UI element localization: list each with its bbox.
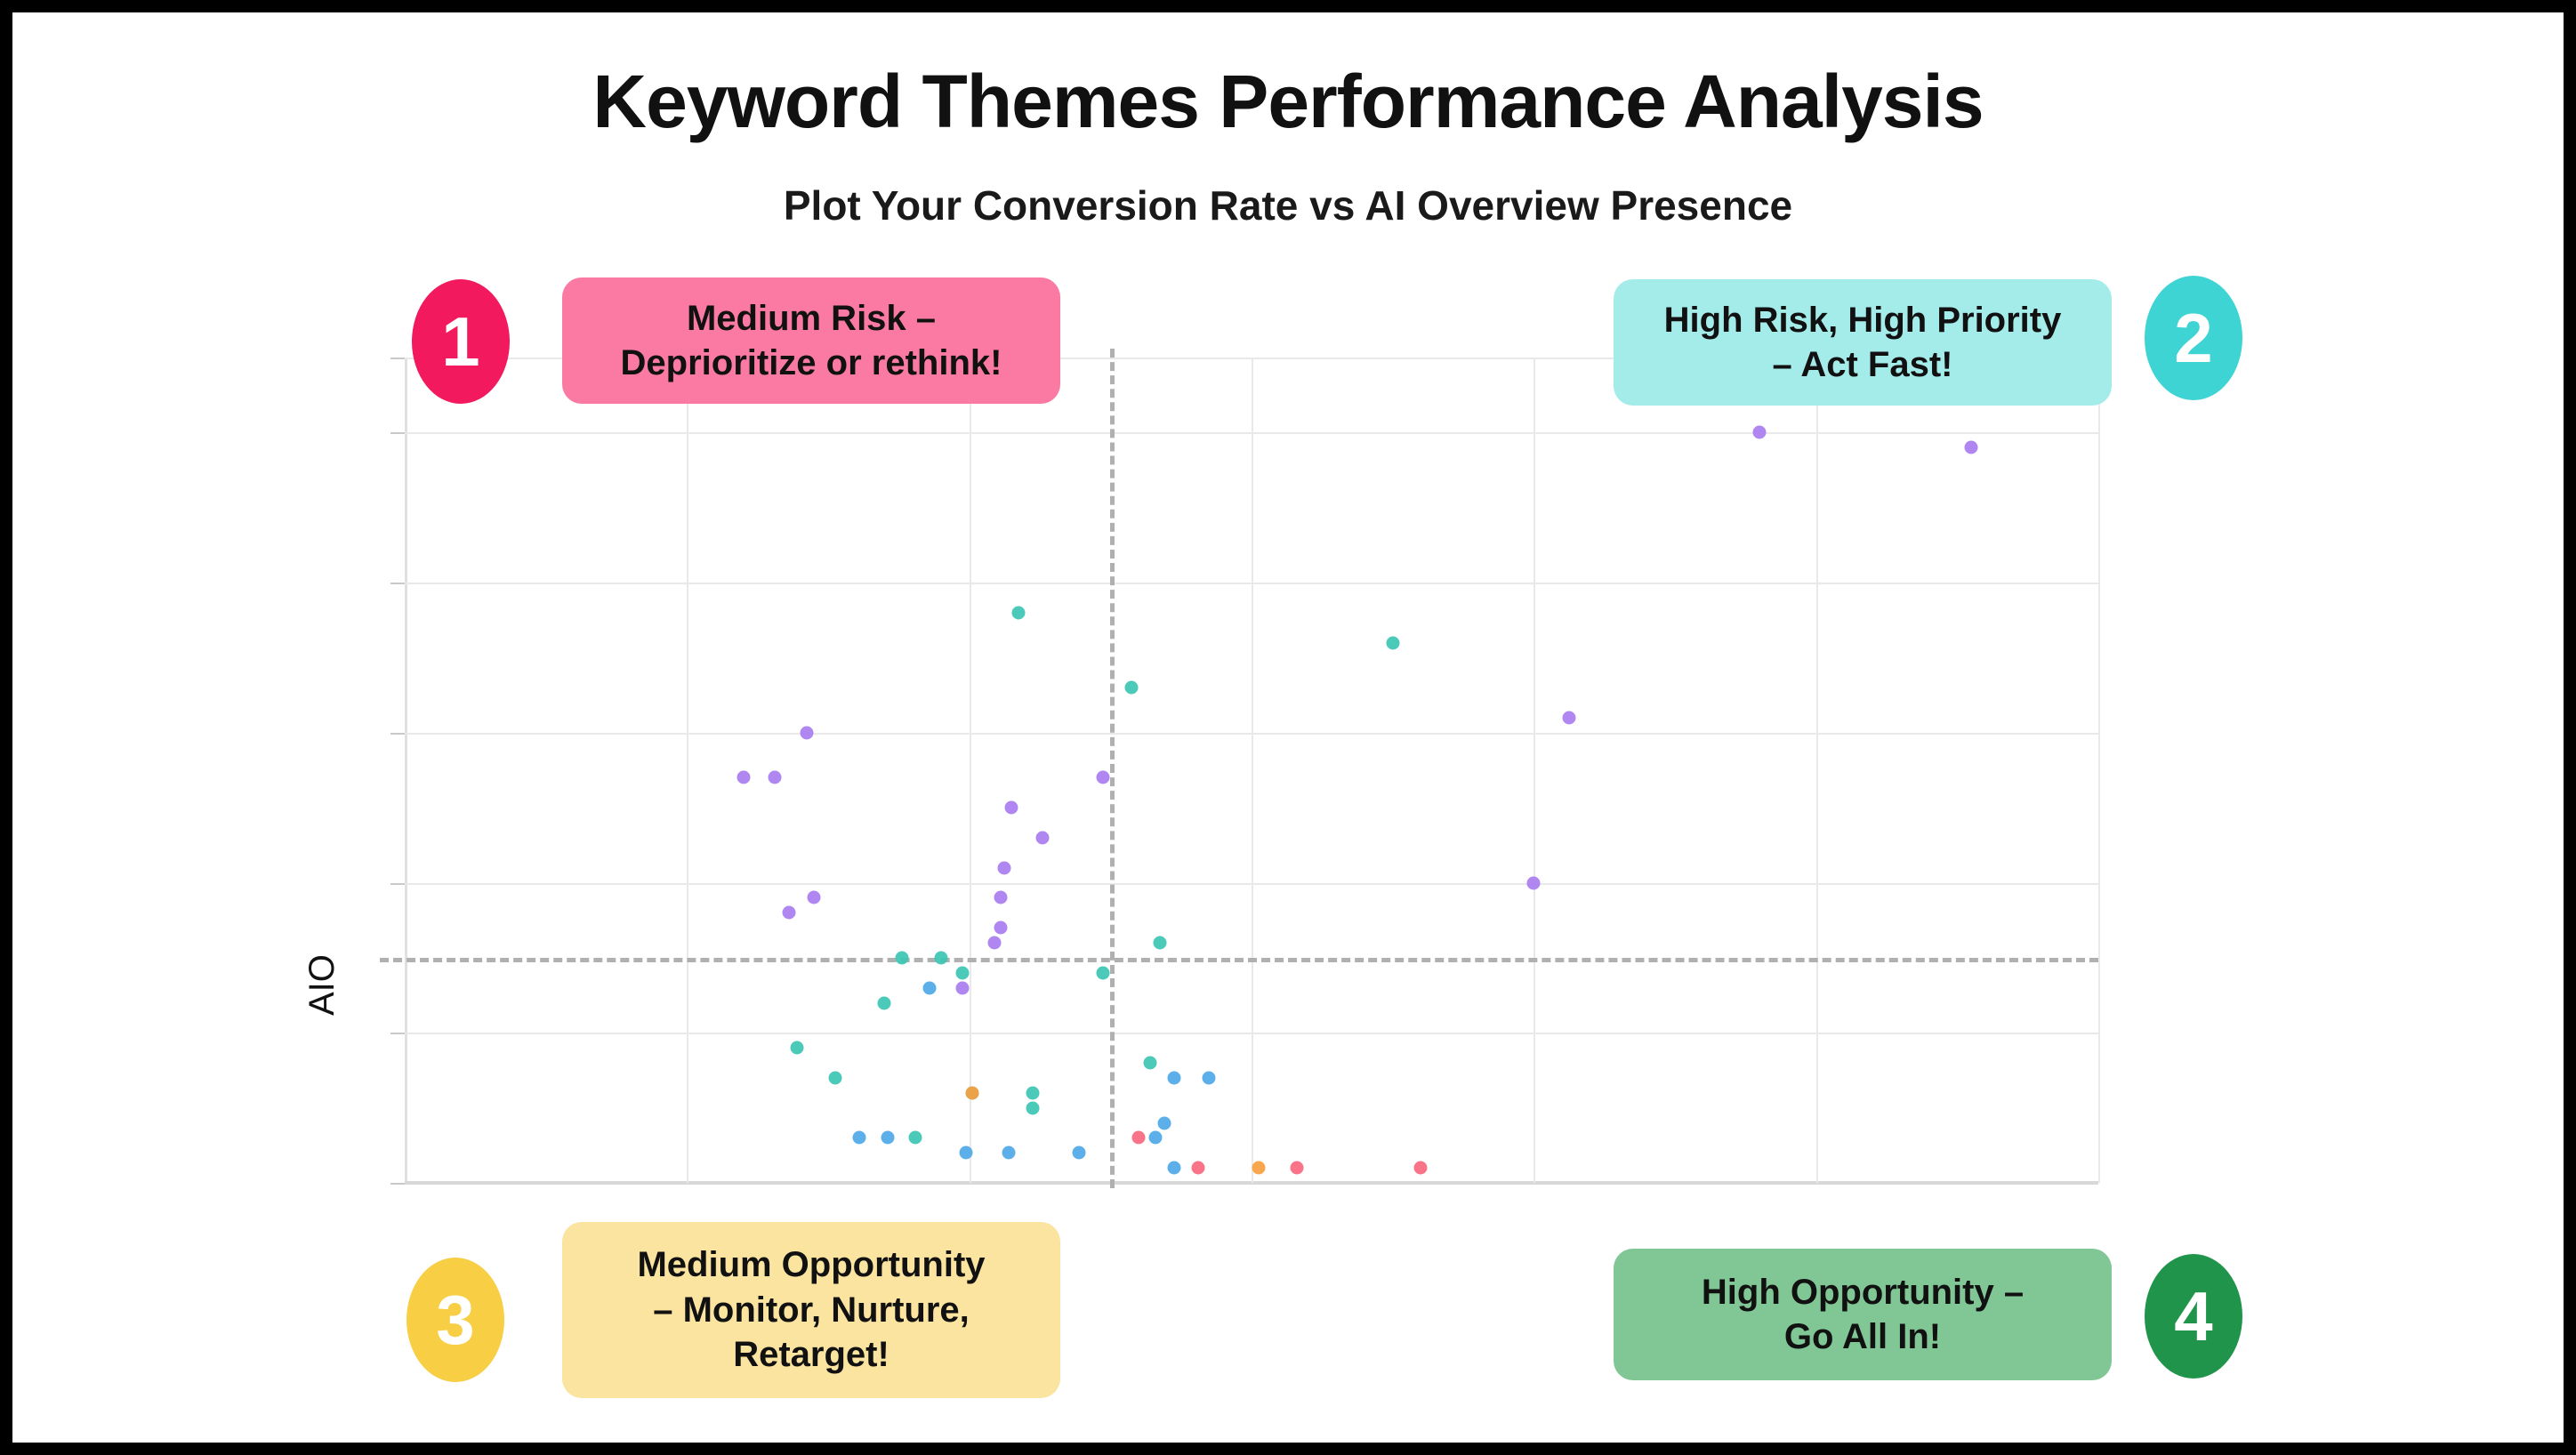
data-point — [1413, 1161, 1428, 1175]
data-point — [994, 890, 1008, 904]
data-point — [1002, 1146, 1016, 1160]
data-point — [852, 1130, 866, 1145]
data-point — [1096, 966, 1110, 980]
gridline-x-2 — [687, 358, 689, 1183]
x-axis-line — [405, 1181, 2098, 1185]
data-point — [790, 1041, 804, 1055]
data-point — [782, 905, 796, 920]
data-point — [1011, 606, 1026, 620]
data-point — [877, 996, 891, 1010]
data-point — [1752, 425, 1767, 439]
gridline-x-6 — [1252, 358, 1253, 1183]
y-tick-mark-50 — [390, 432, 405, 435]
data-point — [1191, 1161, 1205, 1175]
data-point — [1157, 1116, 1171, 1129]
data-point — [1202, 1071, 1216, 1085]
y-tick-mark-0 — [390, 1183, 405, 1185]
data-point — [737, 770, 751, 784]
data-point — [807, 890, 821, 904]
gridline-x-8 — [1534, 358, 1536, 1183]
data-point — [955, 966, 970, 980]
data-point — [1562, 711, 1576, 725]
data-point — [768, 770, 782, 784]
data-point — [800, 726, 814, 740]
data-point — [908, 1130, 922, 1145]
data-point — [1964, 440, 1978, 454]
data-point — [994, 920, 1008, 935]
page-title: Keyword Themes Performance Analysis — [592, 60, 1984, 143]
quadrant-badge-3: 3 — [407, 1258, 504, 1382]
data-point — [1153, 936, 1167, 950]
y-axis-label: AIO — [302, 954, 342, 1016]
quadrant-badge-2: 2 — [2145, 276, 2242, 400]
data-point — [959, 1146, 973, 1160]
gridline-x-10 — [1815, 358, 1818, 1183]
page-subtitle: Plot Your Conversion Rate vs AI Overview… — [783, 182, 1793, 229]
data-point — [1386, 636, 1400, 650]
y-axis-line — [405, 358, 407, 1184]
y-tick-mark-10 — [390, 1033, 405, 1035]
quadrant-callout-3: Medium Opportunity – Monitor, Nurture, R… — [562, 1222, 1060, 1398]
threshold-line-vertical — [1110, 349, 1115, 1188]
data-point — [922, 981, 937, 995]
quadrant-badge-1: 1 — [412, 279, 510, 404]
data-point — [1148, 1130, 1163, 1145]
quadrant-callout-4: High Opportunity – Go All In! — [1614, 1249, 2112, 1380]
data-point — [997, 861, 1011, 875]
data-point — [1035, 831, 1050, 845]
data-point — [1252, 1161, 1266, 1175]
data-point — [1026, 1101, 1040, 1115]
y-tick-mark-20 — [390, 882, 405, 885]
data-point — [1072, 1146, 1086, 1160]
data-point — [1124, 680, 1139, 695]
data-point — [1026, 1086, 1040, 1100]
data-point — [1290, 1161, 1304, 1175]
data-point — [1167, 1161, 1181, 1175]
data-point — [1143, 1056, 1157, 1070]
y-tick-mark-55 — [390, 358, 405, 359]
data-point — [1167, 1071, 1181, 1085]
data-point — [828, 1071, 842, 1085]
data-point — [1526, 876, 1541, 890]
y-tick-mark-40 — [390, 583, 405, 585]
data-point — [987, 936, 1002, 950]
data-point — [1131, 1130, 1146, 1145]
data-point — [1096, 770, 1110, 784]
data-point — [895, 951, 908, 965]
y-tick-mark-30 — [390, 732, 405, 735]
data-point — [1004, 800, 1018, 815]
quadrant-callout-2: High Risk, High Priority – Act Fast! — [1614, 279, 2112, 406]
quadrant-badge-4: 4 — [2145, 1254, 2242, 1379]
chart-canvas: Keyword Themes Performance Analysis Plot… — [12, 12, 2564, 1443]
threshold-line-horizontal — [380, 957, 2098, 962]
data-point — [881, 1130, 895, 1145]
data-point — [955, 981, 970, 995]
data-point — [934, 951, 948, 965]
scatter-plot: 0102030405055 024681012 AIO CVR — [302, 349, 2100, 1188]
gridline-x-4 — [969, 358, 971, 1183]
gridline-x-12 — [2098, 358, 2100, 1183]
quadrant-callout-1: Medium Risk – Deprioritize or rethink! — [562, 277, 1060, 404]
data-point — [965, 1086, 979, 1100]
